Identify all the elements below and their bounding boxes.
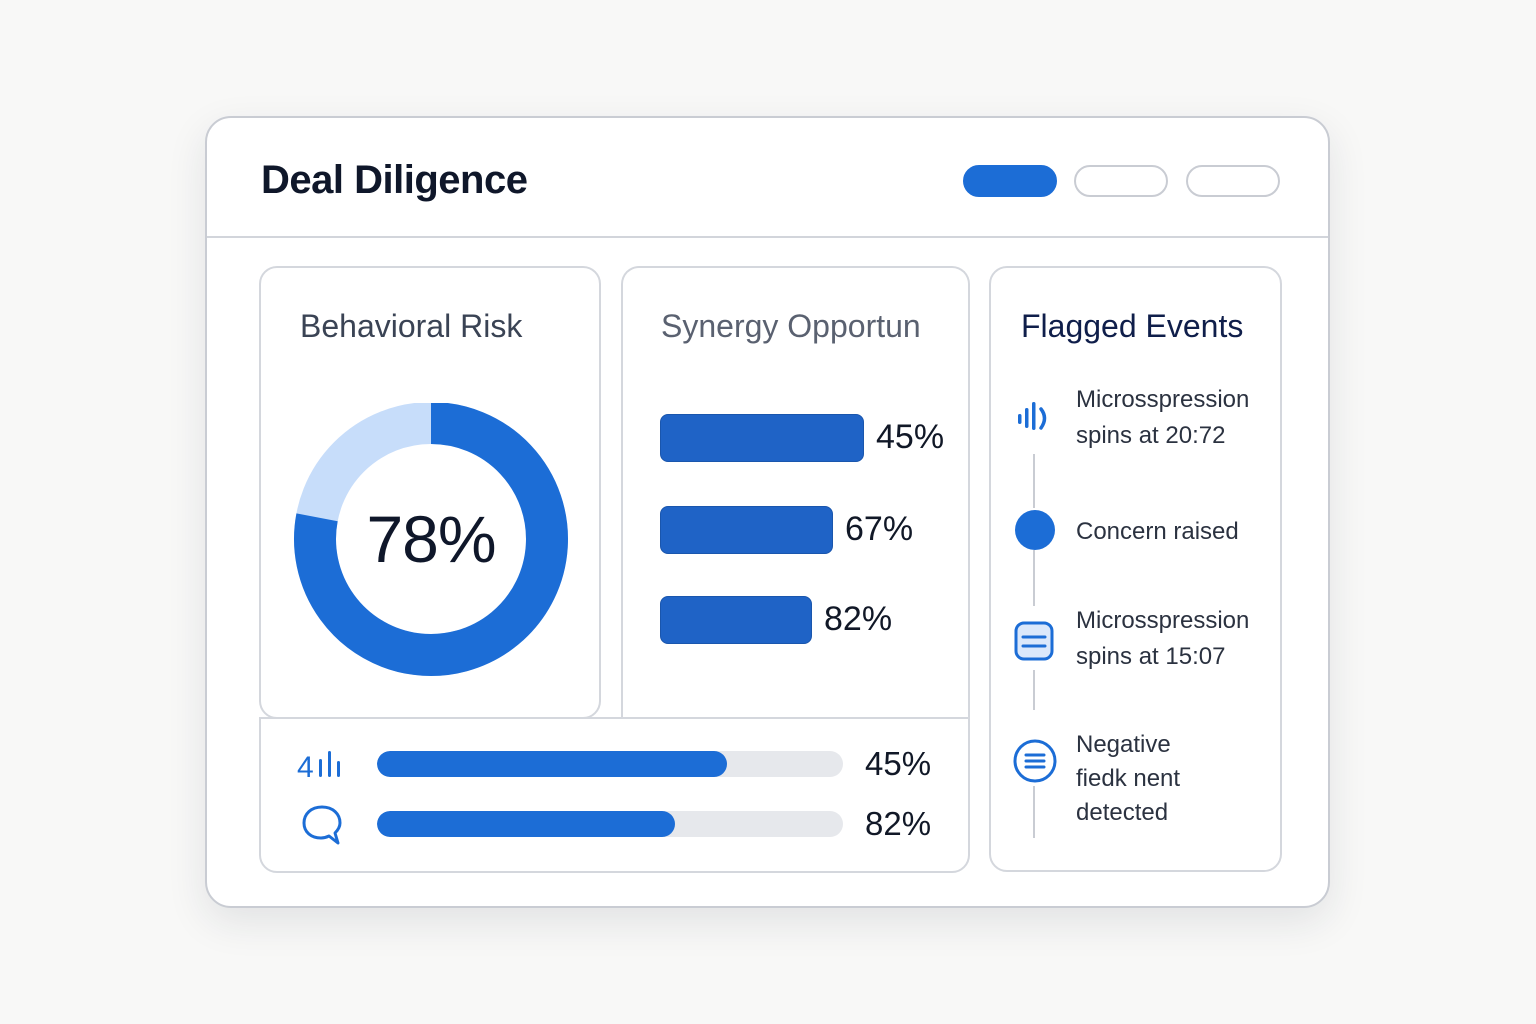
metric-track-1 <box>377 751 843 777</box>
event-item-1-line-1: Microsspression <box>1076 386 1250 413</box>
metric-track-2 <box>377 811 843 837</box>
synergy-bar-3 <box>660 596 812 644</box>
audio-level-digit: 4 <box>297 751 314 781</box>
behavioral-risk-card: Behavioral Risk 78% <box>259 266 601 719</box>
event-item-3-line-2: spins at 15:07 <box>1076 643 1226 670</box>
metric-value-2: 82% <box>865 805 932 842</box>
tab-2[interactable] <box>1074 165 1168 197</box>
synergy-bar-1 <box>660 414 864 462</box>
event-item-2: Concern raised <box>1076 514 1239 550</box>
timeline-connector <box>1033 786 1035 838</box>
flagged-events-title: Flagged Events <box>1021 308 1244 344</box>
tab-3[interactable] <box>1186 165 1280 197</box>
event-item-3-line-1: Microsspression <box>1076 607 1250 634</box>
list-circle-icon <box>1012 738 1058 789</box>
synergy-title: Synergy Opportun <box>661 308 921 344</box>
page-title: Deal Diligence <box>261 158 528 202</box>
synergy-bar-value-1: 45% <box>876 418 945 456</box>
behavioral-risk-title: Behavioral Risk <box>300 308 523 344</box>
deal-diligence-window: Deal Diligence Behavioral Risk 78% Syner… <box>205 116 1330 908</box>
metrics-panel: 4 45% 82% <box>259 717 970 873</box>
timeline-connector <box>1033 550 1035 606</box>
event-item-4: Negative fiedk nent detected <box>1076 728 1180 830</box>
event-item-1: Microsspression spins at 20:72 <box>1076 382 1249 454</box>
risk-donut-svg <box>294 402 568 676</box>
synergy-bar-value-3: 82% <box>824 600 893 638</box>
event-item-4-line-3: detected <box>1076 799 1169 826</box>
header: Deal Diligence <box>207 118 1328 238</box>
event-item-4-line-2: fiedk nent <box>1076 765 1181 792</box>
timeline-connector <box>1033 670 1035 710</box>
event-item-1-line-2: spins at 20:72 <box>1076 422 1226 449</box>
risk-value-label: 78% <box>366 502 496 576</box>
audio-level-icon: 4 <box>297 747 353 786</box>
chat-bubble-icon <box>301 803 345 852</box>
flagged-events-card: Flagged Events Microsspression spins at … <box>989 266 1282 872</box>
document-icon <box>1013 620 1055 667</box>
synergy-bar-value-2: 67% <box>845 510 914 548</box>
metric-value-1: 45% <box>865 745 932 782</box>
timeline-connector <box>1033 454 1035 508</box>
synergy-bar-2 <box>660 506 833 554</box>
synergy-card: Synergy Opportun 45% 67% 82% <box>621 266 970 719</box>
donut-value-arc <box>294 402 568 676</box>
risk-donut-chart: 78% <box>291 402 571 683</box>
event-item-2-line-1: Concern raised <box>1076 518 1239 545</box>
event-item-3: Microsspression spins at 15:07 <box>1076 603 1249 675</box>
tab-1[interactable] <box>963 165 1057 197</box>
waveform-icon <box>1015 400 1055 441</box>
metric-fill-1 <box>377 751 727 777</box>
event-item-4-line-1: Negative <box>1076 731 1171 758</box>
metric-fill-2 <box>377 811 676 837</box>
dot-icon <box>1013 508 1057 557</box>
